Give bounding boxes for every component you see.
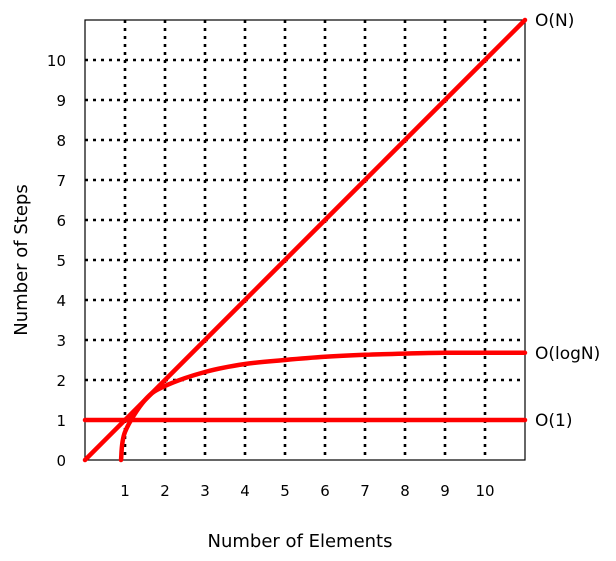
y-tick-label: 7 (56, 172, 66, 190)
y-tick-label: 10 (47, 52, 66, 70)
y-tick-labels: 0 1 2 3 4 5 6 7 8 9 10 (47, 52, 66, 470)
plot-frame (84, 19, 526, 461)
series-line-o-logn (118, 350, 528, 463)
y-tick-label: 8 (56, 132, 66, 150)
series-line-o-n (82, 17, 528, 463)
y-tick-label: 2 (56, 372, 66, 390)
x-axis-label: Number of Elements (207, 531, 392, 552)
x-tick-labels: 1 2 3 4 5 6 7 8 9 10 (120, 482, 494, 500)
grid (85, 20, 525, 460)
x-tick-label: 9 (440, 482, 450, 500)
y-tick-label: 3 (56, 332, 66, 350)
y-tick-label: 5 (56, 252, 66, 270)
series-labels: O(N) O(logN) O(1) (535, 11, 600, 431)
x-tick-label: 8 (400, 482, 410, 500)
x-tick-label: 7 (360, 482, 370, 500)
y-tick-label: 4 (56, 292, 66, 310)
y-tick-label: 9 (56, 92, 66, 110)
x-tick-label: 3 (200, 482, 210, 500)
y-axis-label: Number of Steps (11, 184, 32, 335)
x-tick-label: 5 (280, 482, 290, 500)
y-tick-label: 0 (56, 452, 66, 470)
x-tick-label: 2 (160, 482, 170, 500)
series-label-o-logn: O(logN) (535, 344, 600, 364)
plot-border (84, 19, 526, 461)
x-tick-label: 4 (240, 482, 250, 500)
x-tick-label: 6 (320, 482, 330, 500)
y-tick-label: 1 (56, 412, 66, 430)
x-tick-label: 1 (120, 482, 130, 500)
series-label-o-1: O(1) (535, 411, 572, 431)
series-lines (82, 17, 528, 463)
series-label-o-n: O(N) (535, 11, 574, 31)
y-tick-label: 6 (56, 212, 66, 230)
x-tick-label: 10 (475, 482, 494, 500)
